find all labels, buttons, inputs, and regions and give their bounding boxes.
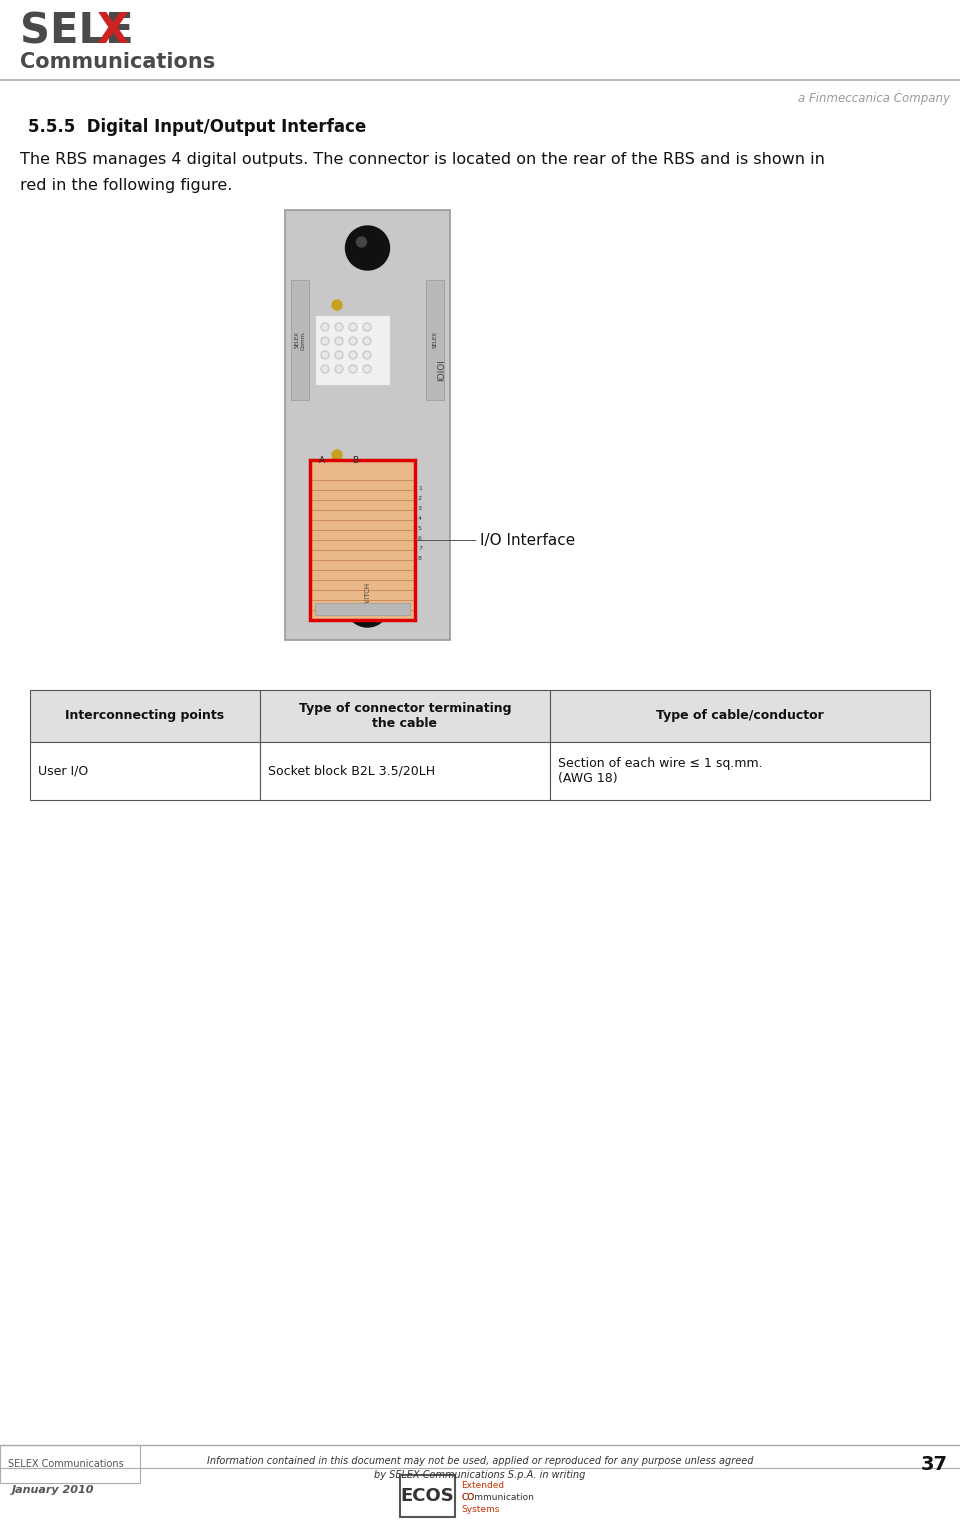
Circle shape — [363, 337, 371, 345]
Bar — [285, 210, 450, 640]
Text: Interconnecting points: Interconnecting points — [65, 709, 225, 723]
Text: SELE: SELE — [20, 11, 133, 52]
Circle shape — [349, 337, 357, 345]
Text: 7: 7 — [418, 546, 422, 551]
Bar — [315, 316, 390, 384]
Circle shape — [323, 352, 327, 357]
Circle shape — [321, 364, 329, 374]
Text: A: A — [319, 456, 325, 465]
Circle shape — [332, 300, 342, 310]
Text: January 2010: January 2010 — [12, 1485, 94, 1494]
Bar — [260, 743, 550, 801]
Circle shape — [356, 595, 367, 604]
Text: by SELEX Communications S.p.A. in writing: by SELEX Communications S.p.A. in writin… — [374, 1470, 586, 1479]
Text: X: X — [96, 11, 128, 52]
Bar — [310, 461, 415, 621]
Text: 37: 37 — [921, 1455, 948, 1473]
Text: Section of each wire ≤ 1 sq.mm.
(AWG 18): Section of each wire ≤ 1 sq.mm. (AWG 18) — [558, 756, 762, 785]
Circle shape — [335, 351, 343, 358]
Text: 2: 2 — [418, 496, 422, 500]
Circle shape — [365, 352, 370, 357]
Text: SELEX: SELEX — [433, 331, 438, 349]
Text: The RBS manages 4 digital outputs. The connector is located on the rear of the R: The RBS manages 4 digital outputs. The c… — [20, 152, 825, 168]
Circle shape — [332, 450, 342, 461]
Circle shape — [349, 323, 357, 331]
Circle shape — [356, 236, 367, 247]
Text: User I/O: User I/O — [38, 764, 88, 778]
Bar — [426, 281, 444, 400]
Circle shape — [323, 325, 327, 329]
Text: COmmunication: COmmunication — [461, 1493, 534, 1502]
Circle shape — [323, 339, 327, 343]
Circle shape — [335, 364, 343, 374]
Circle shape — [337, 325, 342, 329]
Circle shape — [365, 325, 370, 329]
Text: B: B — [352, 456, 358, 465]
Text: Socket block B2L 3.5/20LH: Socket block B2L 3.5/20LH — [268, 764, 435, 778]
Circle shape — [321, 351, 329, 358]
Text: red in the following figure.: red in the following figure. — [20, 178, 232, 194]
Text: Communications: Communications — [20, 52, 215, 72]
Circle shape — [321, 323, 329, 331]
Text: SELEX Communications: SELEX Communications — [8, 1459, 124, 1469]
Circle shape — [363, 323, 371, 331]
Text: Extended: Extended — [461, 1481, 504, 1490]
Circle shape — [323, 366, 327, 372]
Bar — [0, 1446, 140, 1482]
Circle shape — [350, 352, 355, 357]
Circle shape — [363, 351, 371, 358]
Text: 4: 4 — [418, 515, 422, 520]
Circle shape — [337, 366, 342, 372]
Text: Type of connector terminating
the cable: Type of connector terminating the cable — [299, 702, 512, 730]
Circle shape — [335, 337, 343, 345]
Text: Systems: Systems — [461, 1505, 499, 1513]
Circle shape — [350, 325, 355, 329]
Bar — [30, 689, 260, 743]
Circle shape — [365, 366, 370, 372]
Bar — [400, 1475, 455, 1517]
Circle shape — [346, 583, 390, 627]
Circle shape — [349, 364, 357, 374]
Text: Type of cable/conductor: Type of cable/conductor — [656, 709, 824, 723]
Text: 3: 3 — [418, 505, 422, 511]
Circle shape — [335, 323, 343, 331]
Text: a Finmeccanica Company: a Finmeccanica Company — [798, 92, 950, 105]
Text: SELEX
Comm.: SELEX Comm. — [295, 329, 305, 349]
Bar — [315, 602, 410, 615]
Bar — [260, 689, 550, 743]
Circle shape — [365, 339, 370, 343]
Text: SWITCH: SWITCH — [365, 581, 371, 608]
Circle shape — [349, 351, 357, 358]
Text: 5: 5 — [418, 526, 421, 531]
Circle shape — [321, 337, 329, 345]
Text: Information contained in this document may not be used, applied or reproduced fo: Information contained in this document m… — [206, 1456, 754, 1466]
Circle shape — [337, 339, 342, 343]
Text: CO: CO — [461, 1493, 474, 1502]
Text: 8: 8 — [418, 555, 421, 561]
Circle shape — [350, 339, 355, 343]
Bar — [291, 281, 309, 400]
Circle shape — [337, 352, 342, 357]
Text: 5.5.5  Digital Input/Output Interface: 5.5.5 Digital Input/Output Interface — [28, 117, 367, 136]
Circle shape — [346, 226, 390, 270]
Text: IOIOI: IOIOI — [438, 358, 446, 381]
Bar — [550, 689, 930, 743]
Circle shape — [350, 366, 355, 372]
Text: I/O Interface: I/O Interface — [480, 532, 575, 547]
Circle shape — [363, 364, 371, 374]
Bar — [30, 743, 260, 801]
Text: 1: 1 — [418, 485, 421, 491]
Text: ECOS: ECOS — [400, 1487, 454, 1505]
Bar — [550, 743, 930, 801]
Text: 6: 6 — [418, 535, 421, 540]
